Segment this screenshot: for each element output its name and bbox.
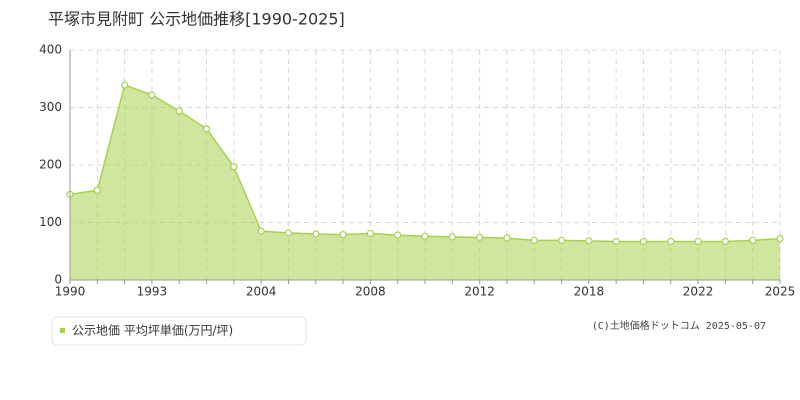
x-tick-label: 2012 xyxy=(464,285,495,299)
point xyxy=(585,237,593,245)
point xyxy=(776,235,784,243)
y-tick-label: 300 xyxy=(39,100,62,114)
point xyxy=(339,230,347,239)
point xyxy=(230,163,238,171)
x-tick-label: 2025 xyxy=(765,285,796,299)
point xyxy=(612,237,620,246)
x-tick-label: 1990 xyxy=(55,285,86,299)
y-tick-label: 0 xyxy=(54,273,62,287)
y-tick-label: 200 xyxy=(39,158,62,172)
point xyxy=(694,237,702,246)
credit: (C)土地価格ドットコム 2025-05-07 xyxy=(592,319,766,332)
x-tick-label: 2022 xyxy=(683,285,714,299)
point xyxy=(503,234,511,242)
point xyxy=(175,107,183,115)
point xyxy=(257,227,265,235)
legend: 公示地価 平均坪単価(万円/坪) xyxy=(51,316,307,346)
point xyxy=(639,237,648,246)
x-tick-label: 1993 xyxy=(137,285,168,299)
point xyxy=(202,125,211,133)
point xyxy=(557,236,566,244)
point xyxy=(667,237,675,246)
point xyxy=(448,233,456,241)
legend-marker xyxy=(60,328,65,333)
point xyxy=(476,233,484,242)
legend-label: 公示地価 平均坪単価(万円/坪) xyxy=(72,324,233,338)
x-tick-label: 2008 xyxy=(355,285,386,299)
point xyxy=(421,232,429,240)
y-tick-label: 100 xyxy=(39,215,62,229)
legend-box xyxy=(51,316,307,346)
point xyxy=(366,229,374,238)
point xyxy=(121,81,129,89)
y-tick-label: 400 xyxy=(39,43,62,57)
x-tick-label: 2018 xyxy=(574,285,605,299)
point xyxy=(394,231,402,239)
point xyxy=(148,91,156,99)
point xyxy=(530,236,538,244)
point xyxy=(284,229,293,237)
chart-title: 平塚市見附町 公示地価推移[1990-2025] xyxy=(48,10,345,29)
point xyxy=(312,230,320,238)
point xyxy=(749,236,757,244)
point xyxy=(721,237,729,246)
area xyxy=(70,85,780,280)
point xyxy=(93,186,101,194)
x-tick-label: 2004 xyxy=(246,285,277,299)
